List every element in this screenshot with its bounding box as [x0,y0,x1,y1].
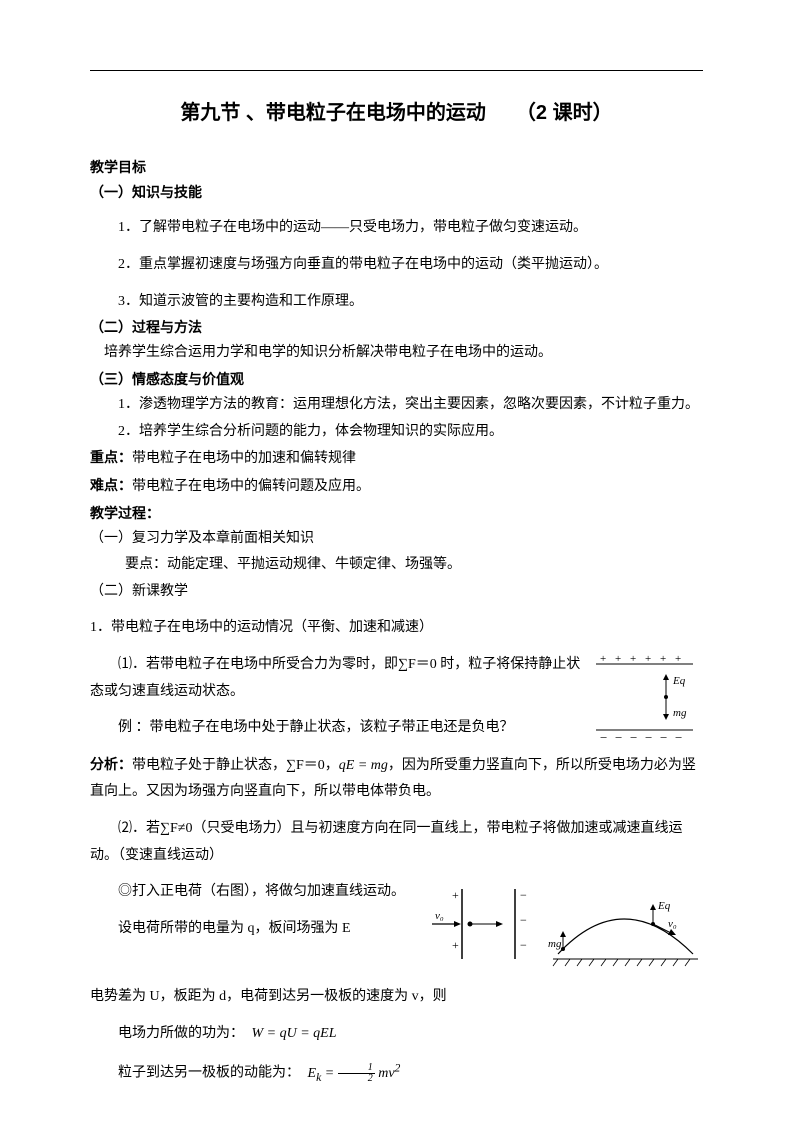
heading-h2: （二）过程与方法 [90,315,703,340]
diff-text: 带电粒子在电场中的偏转问题及应用。 [132,479,370,494]
diagram-2: − − − + + v₀ [430,879,540,974]
svg-text:+: + [660,653,666,665]
heading-goal: 教学目标 [90,155,703,180]
work-line: 电场力所做的功为： W = qU = qEL [90,1021,703,1048]
case-2: ⑵．若∑F≠0（只受电场力）且与初速度方向在同一直线上，带电粒子将做加速或减速直… [90,816,703,869]
diagram-1-eq: Eq [672,675,686,687]
formula-3-frac: 12 [338,1063,375,1084]
page: 第九节 、带电粒子在电场中的运动 （2 课时） 教学目标 （一）知识与技能 1．… [0,0,793,1122]
step-1: （一）复习力学及本章前面相关知识 [90,526,703,553]
heading-h3: （三）情感态度与价值观 [90,367,703,392]
work-label: 电场力所做的功为： [118,1026,244,1041]
formula-1: qE = mg [339,758,388,773]
key-line: 重点：带电粒子在电场中的加速和偏转规律 [90,445,703,473]
topic-1: 1．带电粒子在电场中的运动情况（平衡、加速和减速） [90,615,703,642]
para-attitude-1: 1．渗透物理学方法的教育：运用理想化方法，突出主要因素，忽略次要因素，不计粒子重… [90,392,703,419]
step-1a: 要点：动能定理、平抛运动规律、牛顿定律、场强等。 [90,552,703,579]
step-2: （二）新课教学 [90,579,703,606]
diagram-3-v0: v₀ [668,918,677,930]
formula-3: Ek = 12 mv2 [308,1066,401,1081]
svg-text:+: + [630,653,636,665]
diff-line: 难点：带电粒子在电场中的偏转问题及应用。 [90,473,703,501]
svg-text:−: − [520,938,527,952]
svg-text:−: − [520,913,527,927]
diagram-2-v0: v₀ [435,910,444,922]
svg-text:−: − [660,730,667,745]
ke-line: 粒子到达另一极板的动能为： Ek = 12 mv2 [90,1057,703,1089]
ke-label: 粒子到达另一极板的动能为： [118,1066,300,1081]
key-text: 带电粒子在电场中的加速和偏转规律 [132,451,356,466]
svg-text:−: − [630,730,637,745]
heading-h1: （一）知识与技能 [90,180,703,205]
svg-text:−: − [675,730,682,745]
analysis-text-a: 带电粒子处于静止状态，∑F＝0， [132,758,339,773]
diagram-2-svg: − − − + + v₀ [430,879,540,974]
formula-3-eq: = [321,1066,337,1081]
svg-text:+: + [600,653,606,665]
analysis-label: 分析： [90,756,132,772]
diff-label: 难点： [90,477,132,493]
diagram-1-mg: mg [673,707,687,719]
analysis-line: 分析：带电粒子处于静止状态，∑F＝0，qE = mg，因为所受重力竖直向下，所以… [90,752,703,806]
svg-text:+: + [452,888,459,902]
svg-text:+: + [452,938,459,952]
para-attitude-2: 2．培养学生综合分析问题的能力，体会物理知识的实际应用。 [90,419,703,446]
diagram-3-eq: Eq [657,900,671,912]
para-knowledge-3: 3．知道示波管的主要构造和工作原理。 [90,289,703,316]
svg-text:+: + [645,653,651,665]
formula-3-mv: mv [375,1066,395,1081]
formula-3-sq: 2 [395,1061,401,1074]
para-method: 培养学生综合运用力学和电学的知识分析解决带电粒子在电场中的运动。 [90,340,703,367]
top-rule [90,70,703,71]
svg-text:+: + [615,653,621,665]
diagram-1: +++ +++ −−− −−− Eq mg [588,652,703,747]
formula-3-den: 2 [338,1074,375,1084]
diagram-1-svg: +++ +++ −−− −−− Eq mg [588,652,703,747]
diagram-3: Eq mg v₀ [548,879,703,974]
case-3: 电势差为 U，板距为 d，电荷到达另一极板的速度为 v，则 [90,984,703,1011]
svg-text:−: − [520,888,527,902]
page-title: 第九节 、带电粒子在电场中的运动 （2 课时） [90,96,703,125]
para-knowledge-2: 2．重点掌握初速度与场强方向垂直的带电粒子在电场中的运动（类平抛运动）。 [90,252,703,279]
formula-3-E: E [308,1066,317,1081]
para-knowledge-1: 1．了解带电粒子在电场中的运动——只受电场力，带电粒子做匀变速运动。 [90,215,703,242]
svg-text:−: − [645,730,652,745]
heading-proc: 教学过程： [90,501,703,526]
formula-2: W = qU = qEL [252,1026,337,1041]
diagram-3-svg: Eq mg v₀ [548,879,703,974]
diagram-3-mg: mg [548,938,562,950]
svg-text:+: + [675,653,681,665]
svg-text:−: − [615,730,622,745]
key-label: 重点： [90,449,132,465]
svg-text:−: − [600,730,607,745]
